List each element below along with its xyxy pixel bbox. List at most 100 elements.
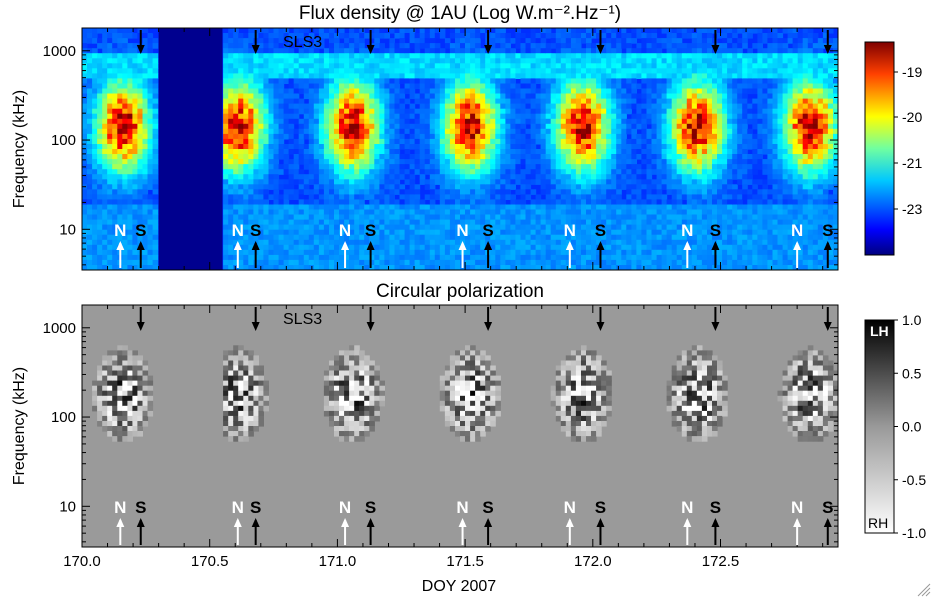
spectrogram-cell [147, 118, 154, 125]
spectrogram-cell [329, 219, 335, 226]
spectrogram-cell [656, 199, 663, 205]
spectrogram-cell [379, 259, 385, 266]
spectrogram-cell [661, 43, 668, 49]
spectrogram-cell [228, 174, 234, 180]
spectrogram-cell [258, 169, 264, 175]
spectrogram-cell [641, 113, 647, 120]
spectrogram-cell [238, 184, 244, 190]
spectrogram-cell [681, 88, 688, 95]
spectrogram-cell [611, 73, 617, 79]
spectrogram-cell [641, 204, 647, 211]
spectrogram-cell [278, 123, 285, 130]
spectrogram-cell [550, 224, 557, 231]
spectrogram-cell [132, 224, 138, 231]
spectrogram-cell [334, 73, 340, 79]
spectrogram-cell [505, 78, 511, 84]
spectrogram-cell [273, 88, 280, 95]
spectrogram-cell [510, 179, 516, 185]
spectrogram-cell [359, 224, 365, 231]
spectrogram-cell [661, 68, 668, 74]
spectrogram-cell [525, 219, 532, 226]
spectrogram-cell [449, 108, 456, 115]
spectrogram-cell [515, 179, 521, 185]
spectrogram-cell [681, 144, 688, 150]
spectrogram-cell [364, 144, 370, 150]
spectrogram-cell [606, 149, 612, 155]
spectrogram-cell [334, 244, 340, 251]
spectrogram-cell [560, 249, 567, 256]
spectrogram-cell [596, 224, 602, 231]
spectrogram-cell [379, 108, 385, 115]
spectrogram-cell [545, 239, 552, 246]
spectrogram-cell [293, 88, 300, 95]
spectrogram-cell [228, 78, 234, 84]
spectrogram-cell [500, 123, 506, 130]
spectrogram-cell [97, 78, 103, 84]
spectrogram-cell [515, 154, 521, 160]
spectrogram-cell [460, 209, 466, 216]
spectrogram-cell [354, 199, 360, 205]
spectrogram-cell [510, 219, 516, 226]
spectrogram-cell [243, 133, 249, 140]
spectrogram-cell [87, 244, 93, 251]
spectrogram-cell [359, 78, 365, 84]
spectrogram-cell [258, 98, 264, 105]
spectrogram-cell [223, 259, 229, 266]
spectrogram-cell [107, 108, 113, 115]
spectrogram-cell [540, 144, 547, 150]
spectrogram-cell [283, 239, 290, 246]
spectrogram-cell [666, 63, 673, 69]
spectrogram-cell [611, 113, 617, 120]
spectrogram-cell [591, 159, 597, 165]
spectrogram-cell [313, 118, 320, 125]
spectrogram-cell [313, 123, 320, 130]
spectrogram-cell [545, 179, 552, 185]
spectrogram-cell [308, 144, 315, 150]
spectrogram-cell [313, 149, 320, 155]
spectrogram-cell [409, 219, 416, 226]
spectrogram-cell [545, 224, 552, 231]
spectrogram-cell [606, 43, 612, 49]
spectrogram-cell [671, 159, 678, 165]
spectrogram-cell [379, 149, 385, 155]
spectrogram-cell [132, 169, 138, 175]
spectrogram-cell [555, 28, 562, 34]
spectrogram-cell [349, 179, 355, 185]
spectrogram-cell [298, 169, 305, 175]
spectrogram-cell [379, 68, 385, 74]
spectrogram-cell [369, 123, 375, 130]
spectrogram-cell [318, 73, 325, 79]
spectrogram-cell [243, 138, 249, 145]
spectrogram-cell [384, 179, 390, 185]
spectrogram-cell [243, 159, 249, 165]
spectrogram-cell [560, 169, 567, 175]
spectrogram-cell [323, 118, 330, 125]
spectrogram-cell [611, 128, 617, 135]
spectrogram-cell [515, 224, 521, 231]
spectrogram-cell [122, 214, 128, 221]
spectrogram-cell [132, 138, 138, 145]
spectrogram-cell [581, 38, 587, 44]
spectrogram-cell [475, 28, 481, 34]
spectrogram-cell [646, 63, 653, 69]
spectrogram-cell [525, 149, 532, 155]
spectrogram-cell [465, 93, 471, 100]
spectrogram-cell [429, 239, 436, 246]
spectrogram-cell [112, 113, 118, 120]
spectrogram-cell [374, 58, 380, 64]
spectrogram-cell [429, 244, 436, 251]
spectrogram-cell [490, 204, 496, 211]
spectrogram-cell [334, 219, 340, 226]
spectrogram-cell [298, 194, 305, 200]
spectrogram-cell [676, 214, 683, 221]
spectrogram-cell [414, 154, 421, 160]
spectrogram-cell [455, 244, 461, 251]
spectrogram-cell [263, 73, 269, 79]
spectrogram-cell [656, 219, 663, 226]
spectrogram-cell [233, 265, 239, 270]
spectrogram-cell [601, 103, 607, 110]
spectrogram-cell [379, 43, 385, 49]
spectrogram-cell [681, 73, 688, 79]
spectrogram-cell [676, 33, 683, 39]
spectrogram-cell [404, 33, 411, 39]
